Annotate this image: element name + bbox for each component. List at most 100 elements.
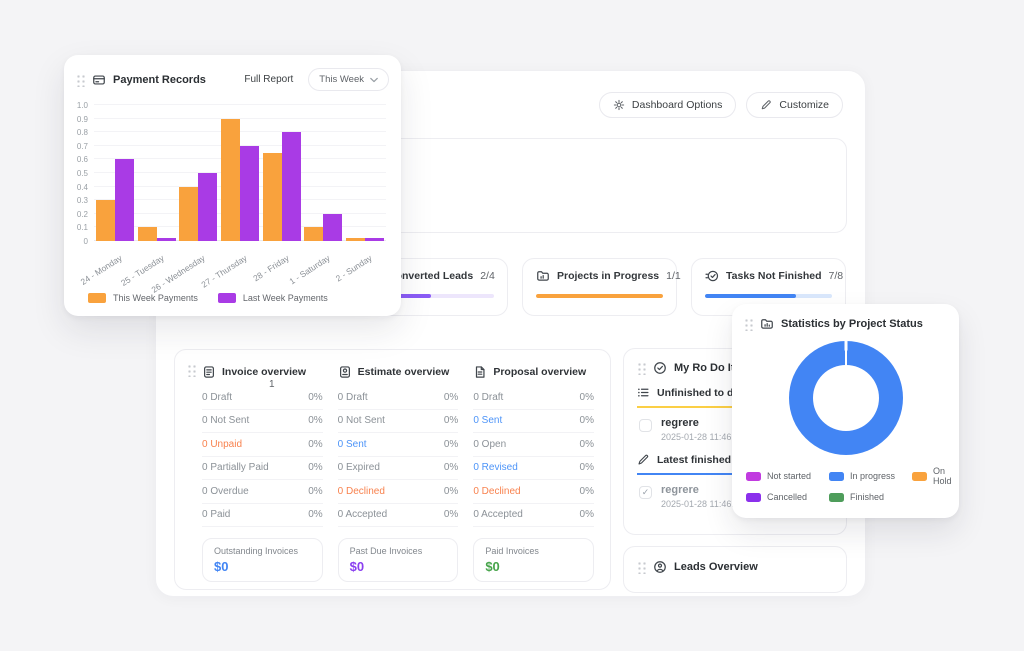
- overview-row-label: 0 Paid: [202, 509, 231, 521]
- bar-last-week-payments: [323, 213, 343, 241]
- leads-person-icon: [653, 560, 667, 574]
- overview-row-label: 0 Open: [473, 438, 507, 450]
- project-status-card: Statistics by Project Status Not started…: [732, 304, 959, 518]
- summary-label: Paid Invoices: [485, 546, 539, 556]
- dashboard-options-button[interactable]: Dashboard Options: [598, 92, 737, 118]
- overview-row: 0 Not Sent 0%: [202, 410, 323, 433]
- list-icon: [637, 386, 650, 399]
- pencil-icon: [760, 99, 772, 111]
- section-label: Unfinished to do's: [657, 386, 749, 399]
- drag-handle[interactable]: [637, 560, 646, 574]
- legend-label: In progress: [850, 471, 896, 481]
- overview-row: 0 Overdue 0%: [202, 480, 323, 504]
- overview-row-label: 0 Unpaid: [202, 438, 243, 450]
- y-axis-tick-label: 0: [83, 237, 88, 246]
- folder-chart-icon: [760, 317, 774, 331]
- overview-row-label: 0 Draft: [473, 391, 504, 403]
- legend-swatch: [746, 492, 761, 502]
- overview-row-value: 0%: [443, 391, 459, 403]
- overview-row: 0 Unpaid 0%: [202, 433, 323, 457]
- bar-this-week-payments: [95, 200, 115, 241]
- payments-plot: [94, 104, 386, 241]
- bar-this-week-payments: [262, 152, 282, 241]
- gridline: [94, 131, 386, 133]
- overview-row: 0 Open 0%: [473, 433, 594, 457]
- drag-handle[interactable]: [744, 317, 753, 331]
- overview-row: 0 Sent 0%: [337, 433, 459, 457]
- overview-row-value: 0%: [579, 462, 594, 474]
- summary-box-paid: Paid Invoices $0: [473, 538, 594, 582]
- leads-overview-card: Leads Overview: [623, 546, 847, 593]
- summary-label: Outstanding Invoices: [214, 546, 299, 556]
- customize-label: Customize: [779, 99, 829, 111]
- bar-last-week-payments: [198, 173, 218, 241]
- status-legend-item: Cancelled: [746, 492, 823, 502]
- gear-icon: [613, 99, 625, 111]
- todo-checkbox-checked[interactable]: ✓: [639, 486, 652, 499]
- bar-last-week-payments: [281, 132, 301, 241]
- overview-row: 0 Revised 0%: [473, 457, 594, 480]
- project-status-donut-chart: [788, 341, 903, 455]
- legend-swatch: [829, 471, 844, 481]
- bar-last-week-payments: [156, 238, 176, 241]
- stat-card-title: Converted Leads: [388, 270, 474, 282]
- overview-row-label: 0 Sent: [473, 415, 503, 427]
- todo-name: regrere: [661, 417, 699, 429]
- estimate-icon: [338, 365, 352, 379]
- overview-header: Estimate overview: [338, 363, 459, 381]
- overview-row: 0 Accepted 0%: [337, 504, 459, 527]
- overview-row-value: 0%: [443, 509, 459, 521]
- overview-row: 0 Paid 0%: [202, 504, 323, 527]
- drag-handle[interactable]: [76, 72, 85, 87]
- overview-row: 0 Expired 0%: [337, 457, 459, 480]
- payments-bar-chart: 0 0.1 0.2 0.3 0.4 0.5 0.6 0.7 0.8 0.9 1.0 24 - Mond…: [64, 101, 401, 295]
- invoice-icon: [202, 365, 216, 379]
- overview-column-estimate: Estimate overview 0 Draft 0% 0 Not Sent 0% 0 …: [337, 363, 459, 527]
- legend-label: Last Week Payments: [242, 293, 328, 303]
- overview-row-value: 0%: [308, 415, 323, 427]
- progress-track: [536, 294, 663, 298]
- legend-label: Not started: [767, 471, 812, 481]
- project-status-legend: Not started In progress On Hold Cancelled Fi…: [746, 466, 952, 502]
- payment-card-icon: [92, 73, 106, 87]
- overview-row-label: 0 Accepted: [473, 509, 523, 521]
- todo-date: 2025-01-28 11:46:19: [661, 432, 744, 442]
- week-range-selector[interactable]: This Week: [308, 68, 389, 91]
- y-axis-tick-label: 0.1: [76, 223, 88, 233]
- status-legend-item: Finished: [829, 492, 906, 502]
- overview-row: 0 Draft 0%: [337, 386, 459, 410]
- overview-title: Invoice overview: [222, 366, 307, 378]
- todo-checkbox[interactable]: [639, 419, 652, 432]
- overview-row-label: 0 Not Sent: [202, 415, 250, 427]
- bar-last-week-payments: [114, 159, 134, 241]
- y-axis-tick-label: 0.6: [76, 155, 88, 165]
- bar-last-week-payments: [239, 145, 259, 241]
- bar-group: [94, 105, 136, 241]
- overview-row-value: 0%: [443, 462, 459, 474]
- bar-group: [177, 105, 219, 241]
- drag-handle[interactable]: [187, 363, 196, 377]
- overview-row: 0 Partially Paid 0%: [202, 457, 323, 480]
- legend-label: On Hold: [933, 466, 952, 486]
- full-report-link[interactable]: Full Report: [244, 74, 294, 85]
- tasks-icon: [705, 269, 719, 283]
- bar-this-week-payments: [137, 227, 157, 241]
- overview-title: Proposal overview: [493, 366, 587, 378]
- overview-header: Proposal overview: [473, 363, 594, 381]
- overview-column-invoice: Invoice overview 0 Draft 0% 0 Not Sent 0% 0 U…: [202, 363, 323, 527]
- overview-row-label: 0 Declined: [473, 485, 521, 497]
- overview-row-value: 0%: [579, 415, 594, 427]
- overview-title: Estimate overview: [357, 366, 450, 378]
- bar-group: [219, 105, 261, 241]
- y-axis-tick-label: 0.7: [76, 141, 88, 151]
- customize-button[interactable]: Customize: [746, 92, 843, 118]
- overview-row: 0 Sent 0%: [473, 410, 594, 433]
- stat-card-value: 2/4: [480, 270, 495, 282]
- drag-handle[interactable]: [637, 361, 646, 375]
- summary-value: $0: [485, 559, 500, 574]
- invoice-summary-row: Outstanding Invoices $0 Past Due Invoices $…: [202, 538, 594, 582]
- legend-swatch: [912, 471, 927, 481]
- range-value: This Week: [319, 74, 364, 85]
- overview-row-label: 0 Not Sent: [337, 415, 385, 427]
- legend-label: Finished: [850, 492, 885, 502]
